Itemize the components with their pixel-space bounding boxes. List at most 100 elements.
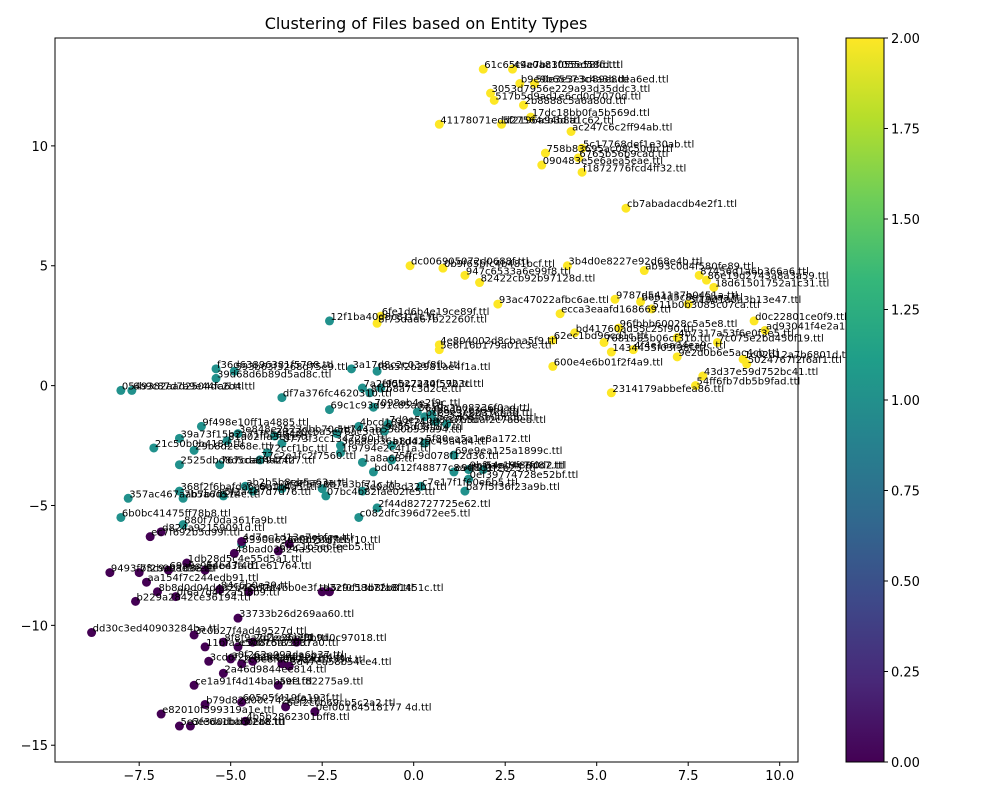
data-point (237, 659, 247, 669)
point-label: cb7abadacdb4e2f1.ttl (627, 199, 737, 210)
y-tick-label: 10 (31, 140, 48, 155)
point-label: 4b7317a53f6e0f3e5.ttl (678, 329, 794, 340)
data-point (277, 659, 287, 669)
point-label: 61c65c4e7bc3f055d58fd.ttl (484, 60, 623, 71)
data-point (709, 282, 719, 292)
data-point (562, 261, 572, 271)
data-point (233, 613, 243, 623)
point-label: 2c0e8fd9b7a4.ttl (243, 655, 329, 666)
x-tick-label: 7.5 (678, 769, 699, 784)
data-point (420, 438, 430, 448)
data-point (760, 325, 770, 335)
data-point (478, 64, 488, 74)
point-label: 4e804002d8cbaa5f9.ttl (440, 336, 558, 347)
data-point (372, 366, 382, 376)
point-label: 6b9c87d7a9e44fa6.ttl (133, 381, 244, 392)
point-label: 6e3d0dbb3f2a8.ttl (191, 717, 284, 728)
point-label: 60505f419fa193f.ttl (243, 693, 343, 704)
point-label: 7a2f95bc2234f592.ttl (363, 379, 472, 390)
point-label: 5f19d1a0a3b13e47.ttl (689, 295, 801, 306)
colorbar-tick-label: 0.75 (891, 485, 920, 500)
point-label: 17b5daf2c7a8ed.ttl (448, 415, 546, 426)
point-label: 3c0b27f4ad49527d.ttl (195, 626, 307, 637)
data-point (317, 484, 327, 494)
data-point (529, 79, 539, 89)
point-label: 82422cb92b97128d.ttl (481, 274, 596, 285)
point-label: 56a9c3b08236f0ad.ttl (418, 403, 529, 414)
point-label: bc89e3e8d37cbad.ttl (426, 408, 533, 419)
data-point (262, 448, 272, 458)
data-point (174, 486, 184, 496)
data-point (478, 465, 488, 475)
point-label: 17dc18bb0fa5b569d.ttl (532, 108, 650, 119)
point-label: 81a02ffa3e1e.ttl (228, 432, 311, 443)
data-point (244, 587, 254, 597)
point-label: 11bfa5c3d8c5a73.ttl (206, 638, 310, 649)
point-label: 39a73f15b2a71f55a9.ttl (180, 429, 302, 440)
point-label: 6765b56b9cad.ttl (579, 149, 668, 160)
point-label: 29b8d2e68e.ttl (195, 441, 272, 452)
point-label: 593b63f3268d75e9.ttl (235, 362, 348, 373)
point-label: c7e17f1f60e6b5.ttl (422, 477, 518, 488)
data-point (142, 577, 152, 587)
point-label: be2d08f8b0bbdb.ttl (437, 413, 537, 424)
data-point (599, 337, 609, 347)
data-point (149, 443, 159, 453)
data-point (229, 548, 239, 558)
point-label: 5f2196a94b8a1c62.ttl (503, 115, 614, 126)
x-tick-label: 10.0 (765, 769, 794, 784)
data-point (387, 455, 397, 465)
point-label: 8fcb8a7c3d2ce.ttl (371, 384, 462, 395)
data-point (379, 426, 389, 436)
data-point (537, 160, 547, 170)
point-label: e82010f399319a1e.ttl (162, 705, 274, 716)
y-axis: −15 −10 −5 0 5 10 (21, 140, 55, 754)
point-label: 96fbbb60028c5a5e8.ttl (620, 319, 738, 330)
point-label: 7f2b9b8d5e.ttl (140, 564, 214, 575)
data-point (218, 668, 228, 678)
data-point (145, 532, 155, 542)
data-point (405, 261, 415, 271)
axes-frame (54, 37, 799, 763)
data-point (464, 474, 474, 484)
point-label: e32f0f13b8fa8f.ttl (323, 583, 413, 594)
plot-area: 61c65c4e7bc3f055d58fd.ttl49a0a81055e58fd… (54, 37, 865, 763)
point-label: 1a8a68.ttl (363, 453, 415, 464)
colorbar-tick-label: 2.00 (891, 32, 920, 47)
data-point (174, 460, 184, 470)
point-label: 29230cba5e78ac3.ttl (276, 427, 383, 438)
point-label: 77c2e1fc2f7560.ttl (261, 451, 356, 462)
point-label: 43d37e59d752bc41.ttl (704, 367, 818, 378)
data-point (486, 88, 496, 98)
data-point (372, 318, 382, 328)
point-label: 947c6533a6e99f8.ttl (466, 266, 571, 277)
point-label: 93ac47022afbc6ae.ttl (499, 295, 609, 306)
x-tick-label: 0.0 (403, 769, 424, 784)
data-point (449, 450, 459, 460)
point-label: 2314179abbefea86.ttl (612, 384, 724, 395)
data-point (185, 721, 195, 731)
data-point (156, 709, 166, 719)
data-point (215, 584, 225, 594)
data-point (325, 405, 335, 415)
data-point (621, 203, 631, 213)
data-point (438, 263, 448, 273)
point-label: e9d8d1f2b25.ttl (455, 463, 536, 474)
data-point (200, 699, 210, 709)
y-tick-label: −10 (21, 619, 48, 634)
point-label: dc006905072d0688f.ttl (411, 257, 528, 268)
point-label: 69e9ea125a1899c.ttl (455, 446, 562, 457)
point-label: 5aee3f4d1e61764.ttl (206, 561, 312, 572)
data-point (237, 697, 247, 707)
point-label: 8f75dad67b22260f.ttl (378, 314, 487, 325)
data-point (489, 95, 499, 105)
point-label: 511b0b3085c07ca.ttl (653, 300, 760, 311)
data-point (127, 385, 137, 395)
data-point (215, 460, 225, 470)
point-label: 8b8d0d04d4d2b4ca.ttl (158, 583, 272, 594)
data-point (240, 481, 250, 491)
data-point (376, 383, 386, 393)
point-label: 21c50b0b418d.ttl (155, 439, 244, 450)
data-point (548, 335, 558, 345)
